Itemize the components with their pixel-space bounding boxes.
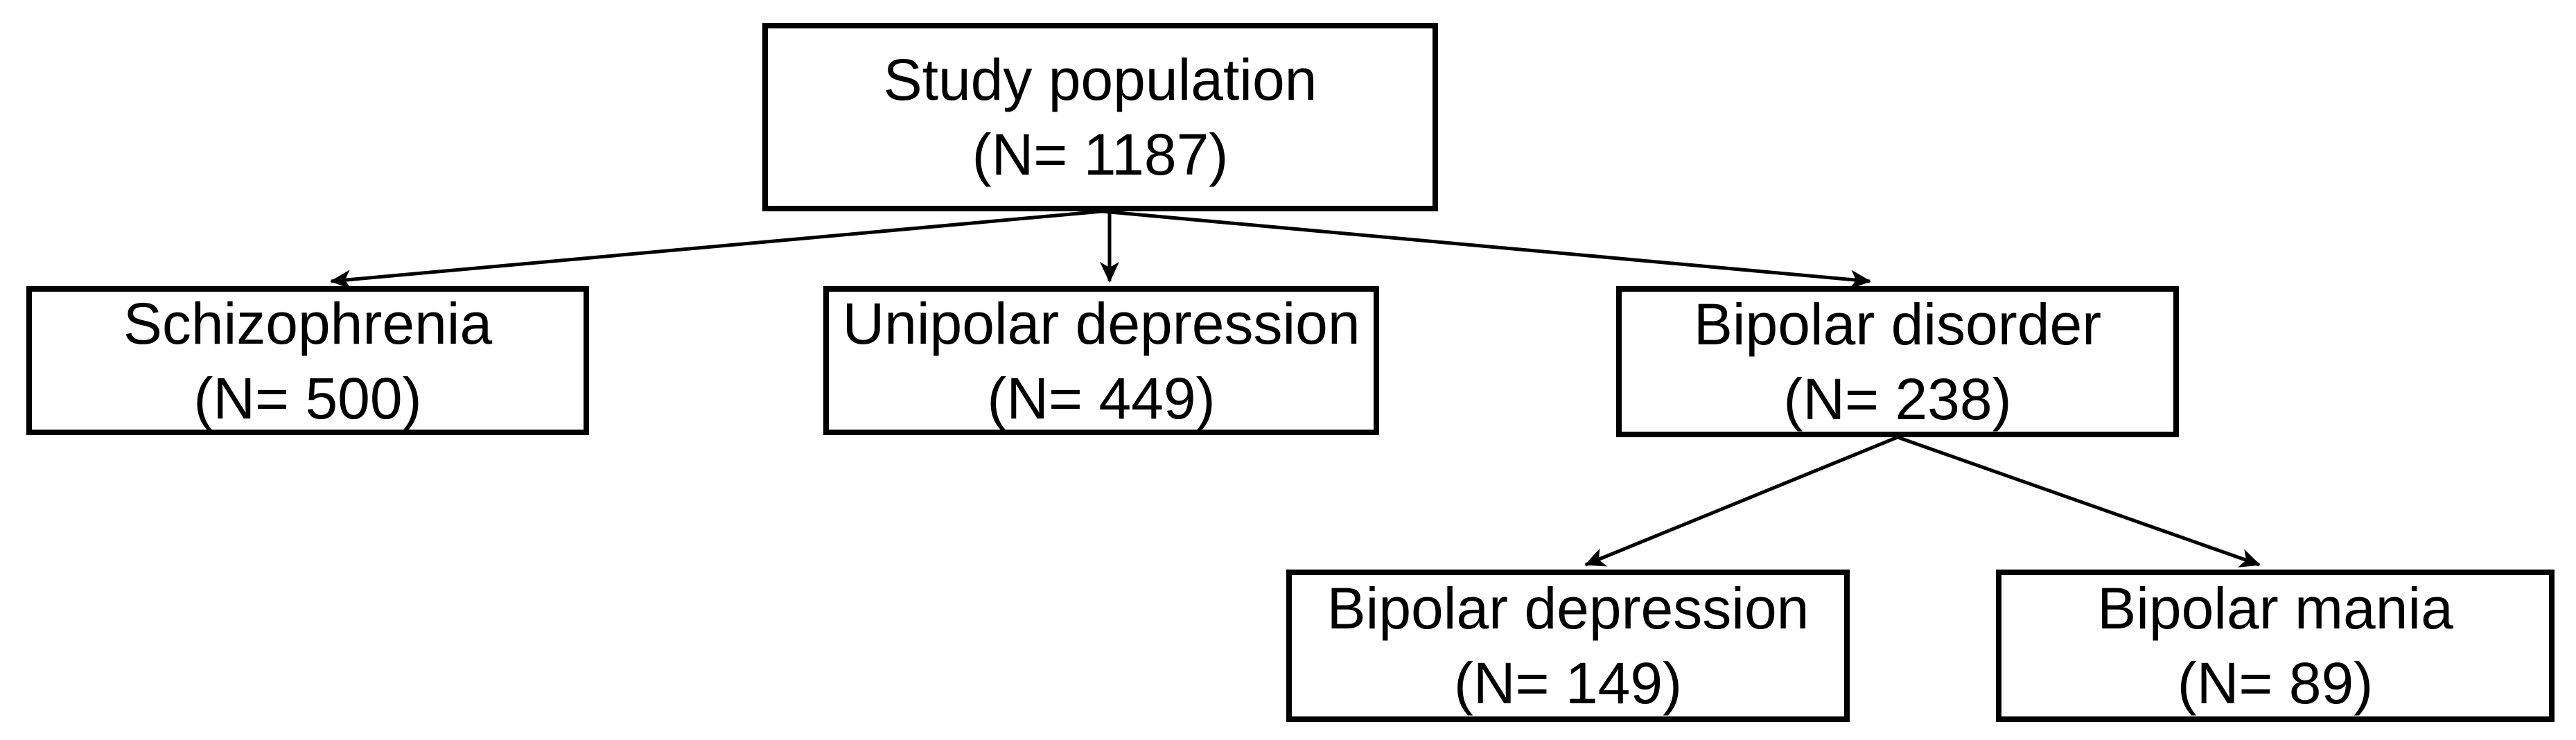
node-schizophrenia-count: (N= 500) xyxy=(193,365,422,431)
node-bipolar-mania-label: Bipolar mania xyxy=(2097,576,2453,641)
node-bipolar-depression-label: Bipolar depression xyxy=(1326,576,1810,641)
node-bipolar-disorder-count: (N= 238) xyxy=(1783,367,2012,432)
node-unipolar-depression-label: Unipolar depression xyxy=(842,290,1360,356)
node-study-population-label: Study population xyxy=(883,47,1317,112)
arrow-study-population-to-schizophrenia xyxy=(330,209,1103,290)
node-schizophrenia: Schizophrenia (N= 500) xyxy=(26,286,589,435)
arrow-bipolar-disorder-to-bipolar-mania xyxy=(1897,435,2261,567)
arrow-bipolar-disorder-to-bipolar-depression xyxy=(1584,435,1898,567)
node-bipolar-disorder-label: Bipolar disorder xyxy=(1693,292,2102,357)
node-study-population-count: (N= 1187) xyxy=(972,122,1229,187)
node-bipolar-mania-count: (N= 89) xyxy=(2177,651,2374,716)
node-bipolar-depression: Bipolar depression (N= 149) xyxy=(1286,570,1850,722)
node-unipolar-depression-count: (N= 449) xyxy=(987,365,1216,431)
node-bipolar-mania: Bipolar mania (N= 89) xyxy=(1996,570,2555,722)
arrow-study-population-to-bipolar-disorder xyxy=(1101,209,1871,290)
node-schizophrenia-label: Schizophrenia xyxy=(123,290,493,356)
node-bipolar-disorder: Bipolar disorder (N= 238) xyxy=(1616,286,2179,437)
node-unipolar-depression: Unipolar depression (N= 449) xyxy=(823,286,1379,435)
node-bipolar-depression-count: (N= 149) xyxy=(1453,651,1683,716)
node-study-population: Study population (N= 1187) xyxy=(762,23,1438,211)
